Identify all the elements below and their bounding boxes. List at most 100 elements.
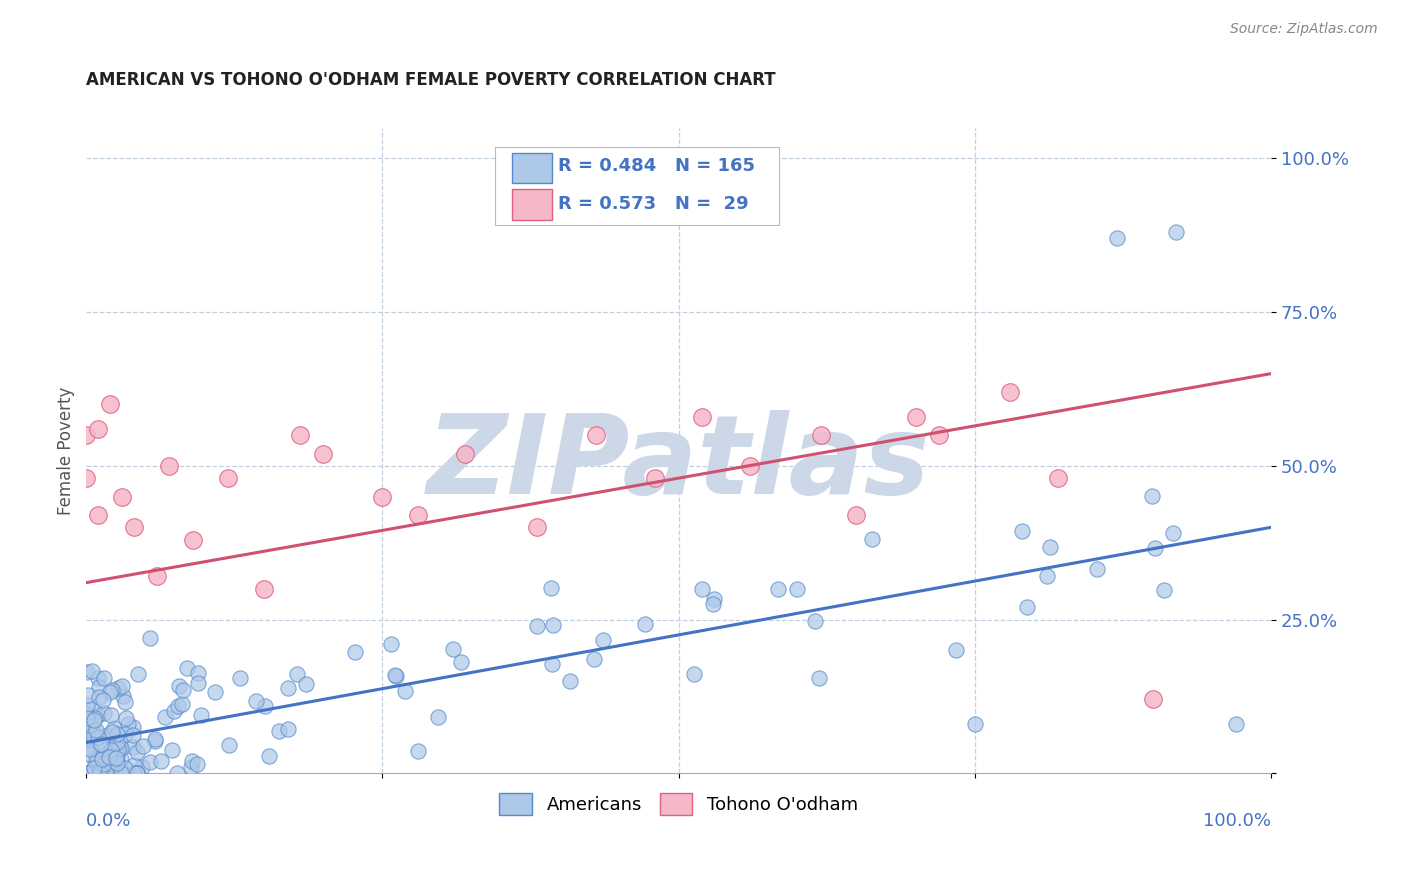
Point <box>79 718 101 732</box>
Point <box>288 428 311 442</box>
Point <box>87 766 110 780</box>
Point <box>76 698 98 712</box>
Point <box>810 428 832 442</box>
Point <box>122 739 145 754</box>
Point <box>127 766 149 780</box>
Point <box>75 766 97 780</box>
Point <box>121 728 143 742</box>
Point <box>157 458 180 473</box>
Point <box>408 744 430 758</box>
Point <box>267 724 290 739</box>
Point <box>84 711 107 725</box>
Point <box>245 694 267 708</box>
Point <box>124 766 146 780</box>
Point <box>384 668 406 682</box>
Point <box>75 731 97 746</box>
Point <box>82 766 104 780</box>
Point <box>149 754 172 768</box>
Point <box>114 761 136 775</box>
Point <box>75 766 97 780</box>
Point <box>344 645 367 659</box>
Point <box>257 748 280 763</box>
Point <box>526 618 548 632</box>
Point <box>138 755 160 769</box>
Point <box>526 520 548 534</box>
Point <box>143 734 166 748</box>
Point <box>101 731 124 745</box>
Point <box>103 758 125 772</box>
Point <box>146 569 169 583</box>
Point <box>82 728 104 742</box>
Point <box>139 632 162 646</box>
Point <box>76 729 98 743</box>
Point <box>114 727 136 741</box>
Point <box>87 672 110 686</box>
Point <box>229 671 252 685</box>
Point <box>93 748 115 763</box>
Point <box>541 617 564 632</box>
Point <box>172 683 194 698</box>
Point <box>75 730 97 744</box>
Point <box>76 707 98 722</box>
Point <box>845 508 868 522</box>
Point <box>218 739 240 753</box>
Point <box>176 661 198 675</box>
Point <box>592 633 614 648</box>
Point <box>91 752 114 766</box>
Point <box>1142 692 1164 706</box>
Point <box>117 717 139 731</box>
Point <box>163 704 186 718</box>
Point <box>187 675 209 690</box>
Point <box>786 582 808 596</box>
Point <box>98 684 121 698</box>
Point <box>110 740 132 755</box>
Point <box>127 766 149 780</box>
Point <box>1011 524 1033 538</box>
Text: ZIPatlas: ZIPatlas <box>427 409 931 516</box>
Text: 100.0%: 100.0% <box>1204 812 1271 830</box>
Point <box>1166 225 1188 239</box>
Point <box>394 684 416 698</box>
Point <box>93 706 115 720</box>
Point <box>692 409 714 424</box>
Point <box>76 740 98 755</box>
Point <box>76 766 98 780</box>
Point <box>738 458 761 473</box>
Point <box>804 614 827 628</box>
Point <box>76 730 98 744</box>
Point <box>108 741 131 756</box>
Point <box>107 741 129 756</box>
Point <box>204 684 226 698</box>
Point <box>84 723 107 737</box>
Point <box>277 722 299 736</box>
Point <box>98 397 121 411</box>
Point <box>93 671 115 685</box>
Point <box>160 743 183 757</box>
Point <box>312 446 335 460</box>
Point <box>371 490 394 504</box>
Point <box>703 591 725 606</box>
Point <box>217 471 239 485</box>
Point <box>427 710 450 724</box>
Point <box>100 743 122 757</box>
Point <box>1035 569 1057 583</box>
Point <box>83 724 105 739</box>
Point <box>89 680 111 694</box>
Point <box>76 766 98 780</box>
Point <box>127 745 149 759</box>
Point <box>132 739 155 753</box>
Point <box>131 760 153 774</box>
Point <box>384 669 406 683</box>
Point <box>125 766 148 780</box>
Point <box>253 582 276 596</box>
Point <box>101 725 124 739</box>
Point <box>105 756 128 771</box>
Text: AMERICAN VS TOHONO O'ODHAM FEMALE POVERTY CORRELATION CHART: AMERICAN VS TOHONO O'ODHAM FEMALE POVERT… <box>86 71 776 89</box>
Point <box>127 667 149 681</box>
Point <box>84 766 107 780</box>
Point <box>79 741 101 756</box>
Point <box>143 731 166 746</box>
Point <box>860 532 883 546</box>
Point <box>77 747 100 762</box>
Point <box>115 711 138 725</box>
